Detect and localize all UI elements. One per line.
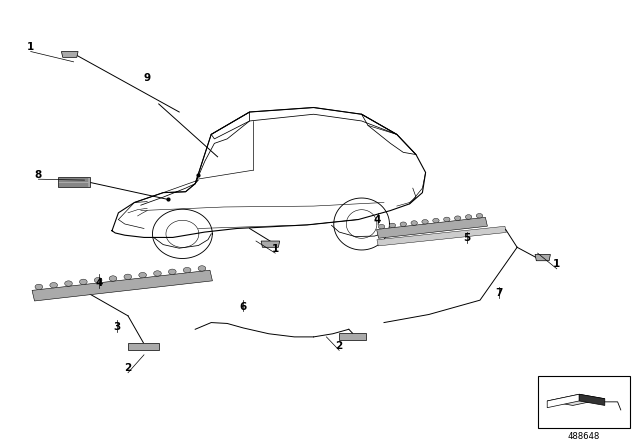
Circle shape <box>422 220 428 224</box>
Text: 8: 8 <box>35 170 42 180</box>
Circle shape <box>400 222 406 226</box>
Circle shape <box>79 279 87 284</box>
Circle shape <box>389 223 396 228</box>
Polygon shape <box>547 394 605 405</box>
Text: 3: 3 <box>113 322 121 332</box>
Text: 2: 2 <box>124 363 132 373</box>
Polygon shape <box>535 254 550 261</box>
Text: 1: 1 <box>27 42 35 52</box>
Circle shape <box>378 224 385 229</box>
Text: 7: 7 <box>495 289 503 298</box>
Text: 4: 4 <box>95 278 103 288</box>
Text: 1: 1 <box>553 259 561 269</box>
Circle shape <box>50 283 58 288</box>
Polygon shape <box>376 217 488 238</box>
Text: 1: 1 <box>271 244 279 254</box>
Polygon shape <box>377 226 506 246</box>
Polygon shape <box>261 241 280 247</box>
Circle shape <box>94 277 102 283</box>
Circle shape <box>35 284 43 289</box>
Circle shape <box>168 269 176 275</box>
Circle shape <box>444 217 450 222</box>
Polygon shape <box>579 394 605 405</box>
Text: 2: 2 <box>335 341 343 351</box>
Circle shape <box>476 214 483 218</box>
Circle shape <box>454 216 461 220</box>
Circle shape <box>411 221 417 225</box>
Circle shape <box>183 267 191 273</box>
Circle shape <box>124 274 132 280</box>
Bar <box>538 376 630 428</box>
Polygon shape <box>339 333 366 340</box>
Polygon shape <box>61 52 78 57</box>
Text: 4: 4 <box>374 215 381 224</box>
Circle shape <box>198 266 206 271</box>
Text: 5: 5 <box>463 233 471 243</box>
Circle shape <box>139 272 147 278</box>
Circle shape <box>154 271 161 276</box>
Circle shape <box>65 281 72 286</box>
Text: 488648: 488648 <box>568 432 600 441</box>
Circle shape <box>433 218 439 223</box>
Polygon shape <box>58 177 90 187</box>
Polygon shape <box>547 394 579 408</box>
Circle shape <box>109 276 117 281</box>
Text: 9: 9 <box>143 73 151 83</box>
Circle shape <box>465 215 472 219</box>
Polygon shape <box>128 343 159 350</box>
Text: 6: 6 <box>239 302 247 312</box>
Polygon shape <box>32 270 212 301</box>
